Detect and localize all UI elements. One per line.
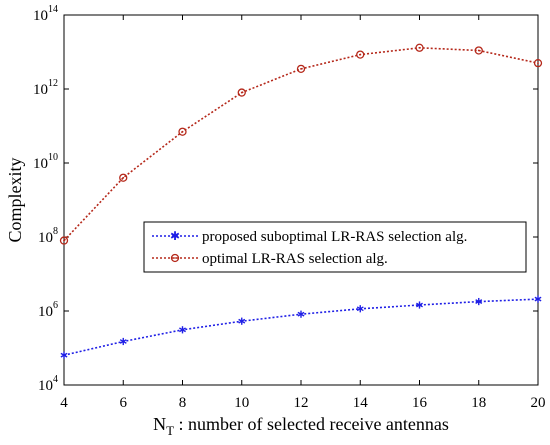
asterisk-stroke	[297, 311, 305, 317]
x-tick-label: 14	[353, 395, 369, 411]
data-point-optimal	[356, 50, 365, 59]
data-point-proposed	[238, 317, 246, 325]
asterisk-stroke	[534, 296, 542, 302]
series-lines	[59, 43, 543, 359]
data-point-optimal	[178, 127, 187, 136]
x-tick-label: 12	[294, 395, 309, 411]
legend-circle-marker	[170, 253, 180, 263]
x-tick-label: 6	[120, 395, 128, 411]
data-point-optimal-dot	[418, 46, 421, 49]
y-tick-label: 108	[38, 226, 58, 246]
x-tick-label: 4	[60, 395, 68, 411]
x-axis-label-main: N	[153, 414, 166, 434]
x-tick-label: 10	[234, 395, 249, 411]
data-point-proposed	[356, 305, 364, 313]
x-tick-label: 8	[179, 395, 187, 411]
data-point-proposed	[179, 326, 186, 334]
data-point-optimal-dot	[63, 239, 65, 242]
y-tick-label: 1010	[33, 152, 58, 172]
y-tick-label: 1012	[33, 78, 58, 98]
data-point-optimal	[533, 58, 543, 68]
data-point-proposed	[60, 351, 68, 359]
data-point-optimal-dot	[537, 62, 539, 65]
data-point-optimal	[59, 236, 69, 245]
asterisk-stroke	[475, 299, 483, 304]
data-point-proposed	[534, 295, 542, 303]
data-point-proposed	[119, 337, 127, 346]
data-point-proposed	[297, 310, 305, 318]
data-point-optimal	[119, 173, 128, 182]
legend-asterisk-marker: ✱	[170, 229, 180, 243]
data-point-optimal	[237, 88, 246, 97]
asterisk-stroke	[60, 352, 68, 358]
data-point-proposed	[475, 297, 483, 306]
data-point-optimal-dot	[240, 91, 243, 94]
legend-box	[143, 221, 527, 273]
data-point-optimal-dot	[359, 53, 362, 56]
asterisk-stroke	[238, 318, 246, 324]
asterisk-stroke	[356, 306, 364, 312]
y-tick-label: 1014	[33, 4, 58, 24]
x-axis-label: NT : number of selected receive antennas	[153, 414, 449, 438]
x-tick-label: 18	[471, 395, 486, 411]
legend-circle-marker-dot	[174, 257, 176, 259]
x-tick-label: 16	[412, 395, 428, 411]
x-axis-label-subscript: T	[166, 423, 174, 438]
x-axis-label-rest: : number of selected receive antennas	[174, 414, 449, 434]
legend-label-proposed: proposed suboptimal LR-RAS selection alg…	[202, 229, 467, 245]
data-point-optimal	[415, 43, 424, 52]
data-point-optimal-dot	[181, 130, 184, 133]
data-point-optimal-dot	[477, 49, 480, 52]
asterisk-stroke	[179, 327, 186, 333]
legend: ✱ proposed suboptimal LR-RAS selection a…	[143, 221, 527, 273]
series-line-proposed	[63, 298, 539, 356]
data-point-optimal-dot	[122, 176, 125, 179]
data-point-optimal-dot	[300, 67, 302, 70]
series-line-optimal	[63, 46, 539, 242]
data-point-optimal	[296, 64, 306, 74]
data-point-proposed	[416, 301, 423, 309]
y-tick-label: 104	[38, 374, 58, 394]
data-point-optimal	[474, 46, 483, 55]
y-axis-label: Complexity	[5, 158, 25, 243]
y-tick-label: 106	[38, 300, 58, 320]
plot-frame	[63, 14, 539, 386]
legend-label-optimal: optimal LR-RAS selection alg.	[202, 251, 388, 267]
asterisk-stroke	[119, 339, 127, 344]
x-tick-label: 20	[531, 395, 546, 411]
asterisk-stroke	[416, 302, 423, 308]
